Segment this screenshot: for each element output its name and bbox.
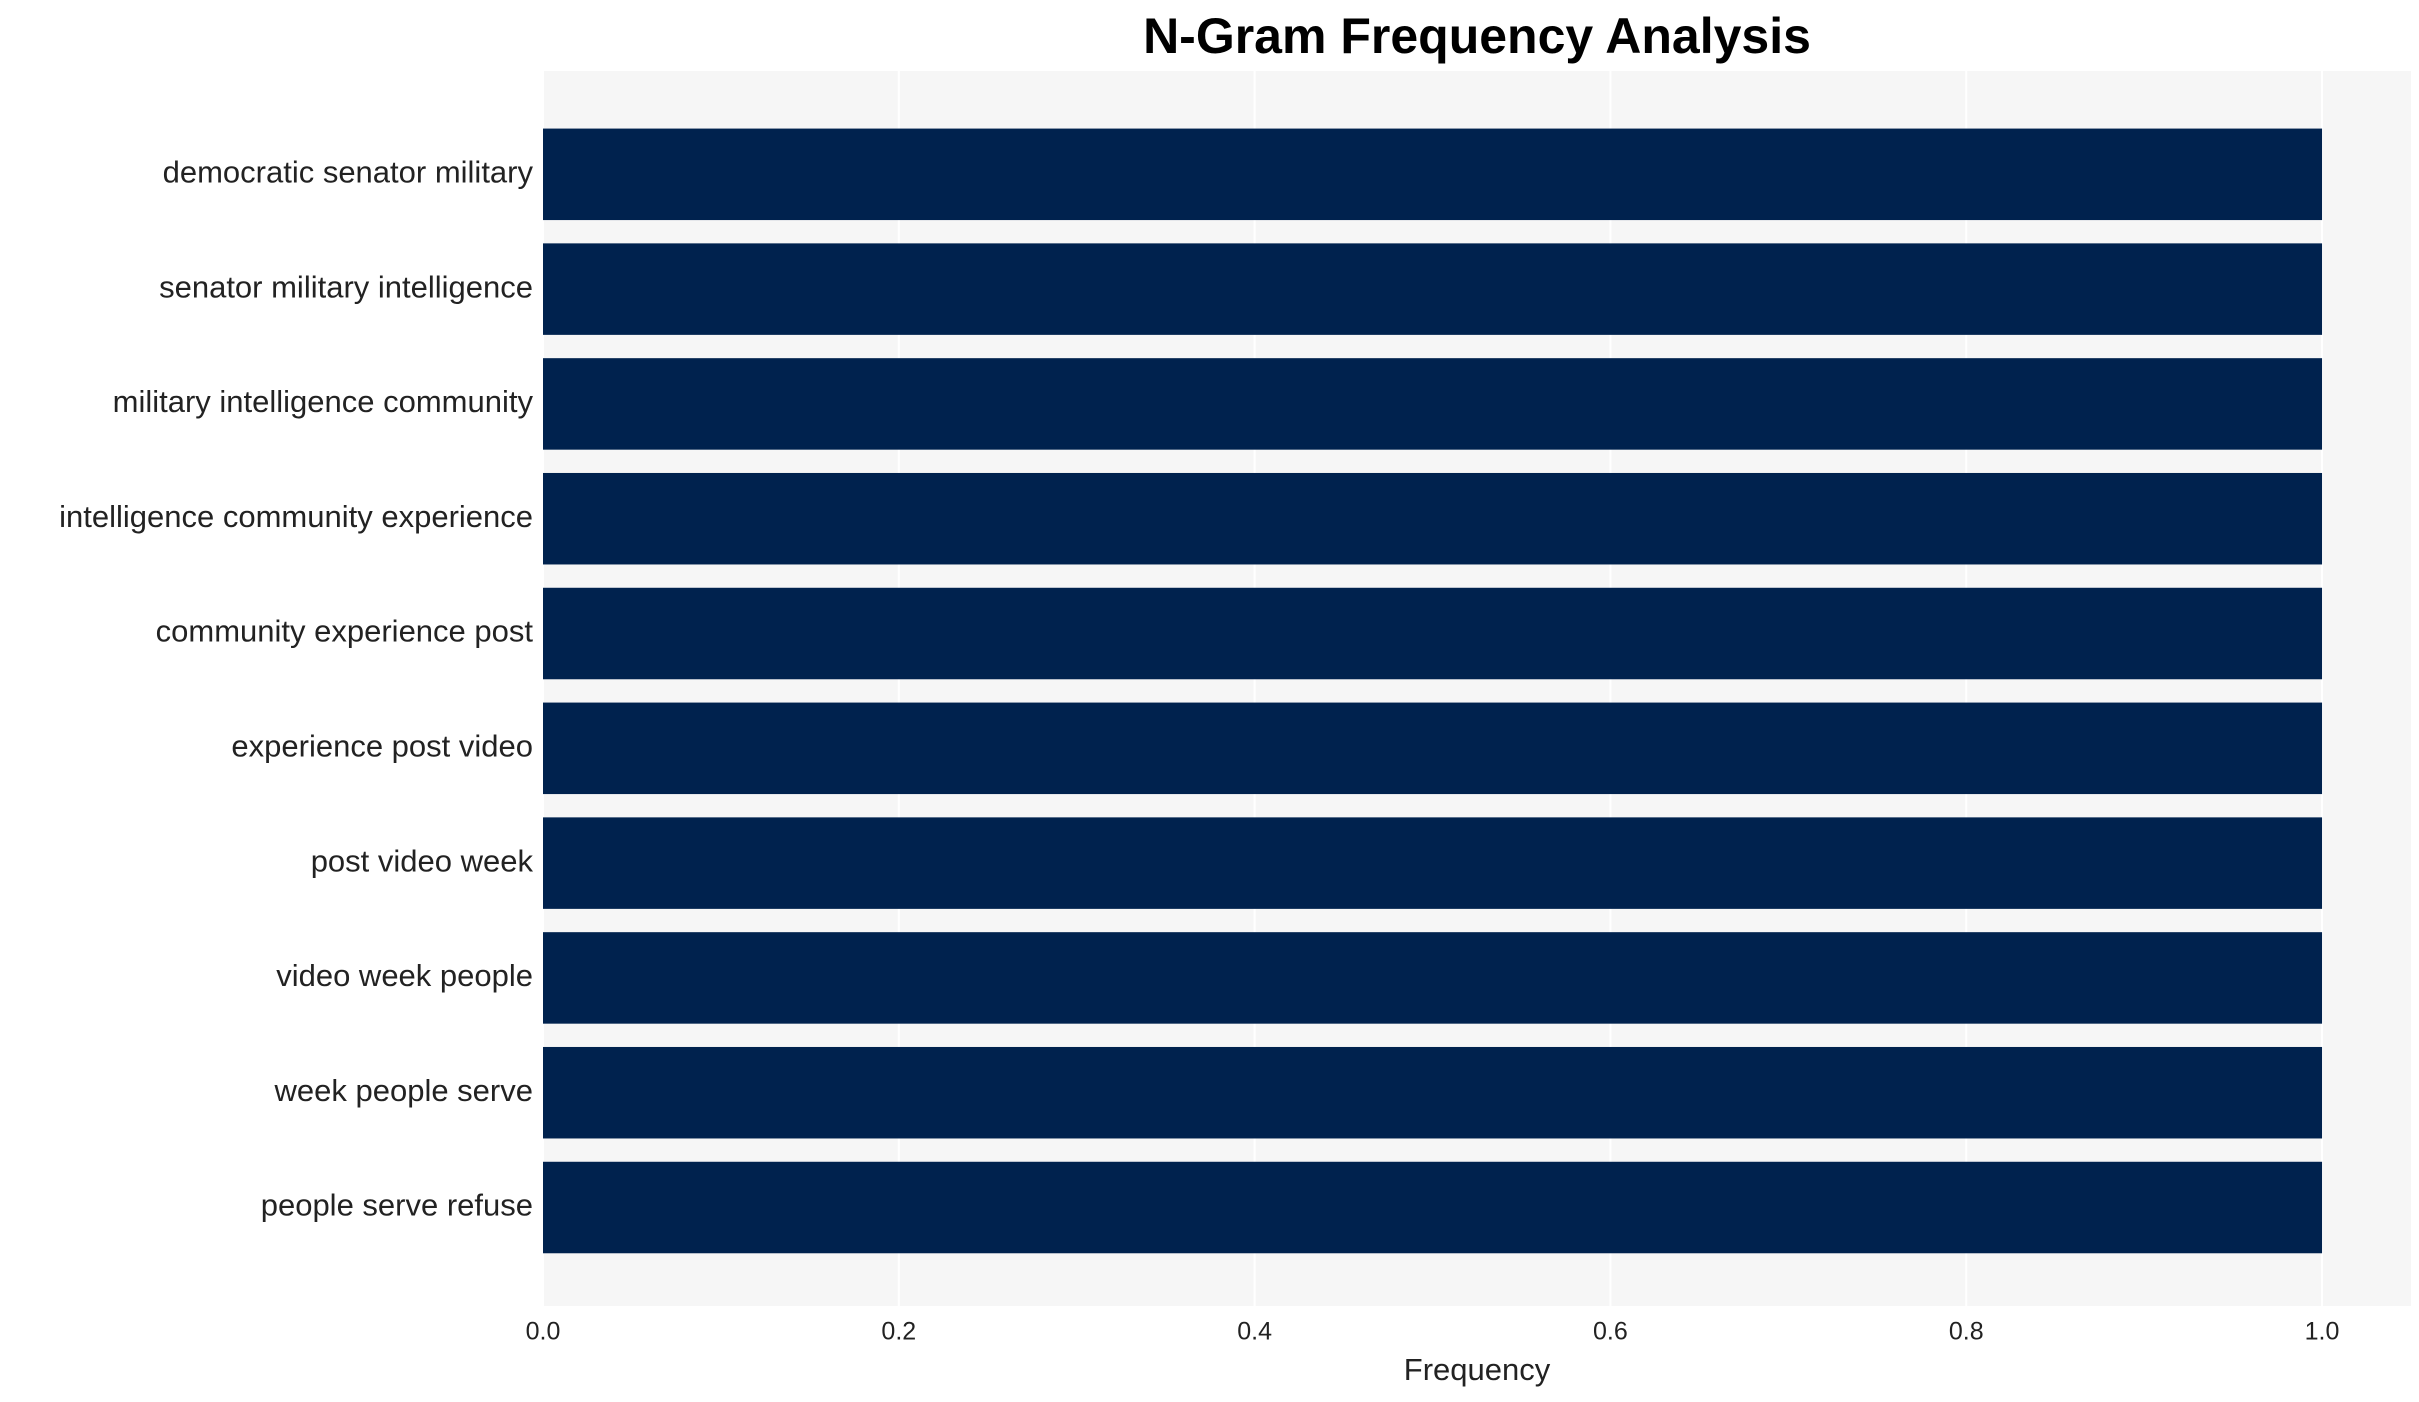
x-tick-label: 0.4 (1237, 1318, 1272, 1346)
bar (543, 243, 2323, 335)
y-tick-label: people serve refuse (261, 1188, 533, 1223)
x-tick-label: 1.0 (2305, 1318, 2340, 1346)
y-tick-label: senator military intelligence (159, 269, 533, 304)
bar (543, 702, 2323, 795)
bar (543, 1046, 2323, 1139)
y-tick-label: post video week (311, 843, 534, 878)
y-tick-label: community experience post (156, 614, 534, 649)
y-tick-label: video week people (276, 958, 533, 993)
y-tick-label: military intelligence community (113, 384, 534, 419)
x-tick-label: 0.8 (1949, 1318, 1984, 1346)
bar (543, 128, 2323, 221)
y-tick-label: democratic senator military (163, 155, 534, 190)
chart-title: N-Gram Frequency Analysis (1143, 8, 1811, 64)
x-tick-label: 0.6 (1593, 1318, 1628, 1346)
bar (543, 587, 2323, 680)
x-axis-label: Frequency (1404, 1352, 1551, 1387)
bar (543, 358, 2323, 450)
x-tick-label: 0.2 (881, 1318, 916, 1346)
bar (543, 1161, 2323, 1254)
bar (543, 472, 2323, 565)
bar (543, 932, 2323, 1024)
y-tick-label: experience post video (231, 729, 533, 764)
y-tick-label: week people serve (274, 1073, 534, 1108)
bar (543, 817, 2323, 909)
y-tick-label: intelligence community experience (59, 499, 533, 534)
x-tick-label: 0.0 (526, 1318, 561, 1346)
